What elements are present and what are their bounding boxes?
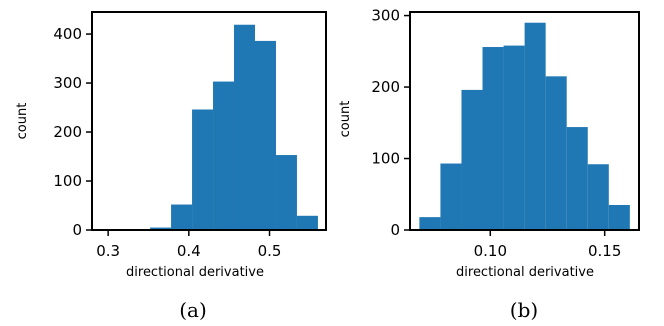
plot-frame-a	[91, 11, 327, 231]
histogram-bar-a-3	[171, 204, 193, 230]
x-tick-label-b: 0.15	[588, 242, 621, 260]
histogram-bar-b-7	[566, 127, 588, 230]
x-axis-label-b: directional derivative	[456, 265, 594, 280]
y-tick-label-b: 100	[371, 150, 400, 168]
x-tick-label-a: 0.4	[177, 242, 201, 260]
plot-frame-b	[409, 11, 640, 231]
y-tick-label-a: 300	[53, 74, 82, 92]
x-tick-label-a: 0.3	[96, 242, 120, 260]
histogram-bar-a-4	[192, 109, 214, 230]
histogram-panel-b: count 0 100 200 300 0.10 0.15 directional de…	[338, 7, 640, 322]
histogram-bar-b-8	[587, 164, 609, 230]
histogram-panel-a: count 0 100 200 300 400 0.3 0.4 0.5 directiona…	[15, 11, 327, 322]
bars-a	[108, 24, 318, 231]
histogram-bar-b-1	[440, 163, 462, 230]
histogram-bar-a-7	[254, 40, 276, 231]
histogram-bar-b-6	[545, 76, 567, 230]
x-tick-label-a: 0.5	[258, 242, 282, 260]
y-tick-label-a: 0	[72, 221, 82, 239]
caption-a: (a)	[179, 298, 207, 322]
y-axis-label-b: count	[338, 101, 353, 138]
x-axis-label-a: directional derivative	[126, 265, 264, 280]
y-tick-label-b: 200	[371, 78, 400, 96]
x-ticks-a: 0.3 0.4 0.5	[96, 230, 281, 260]
histogram-bar-b-5	[524, 22, 546, 230]
x-tick-label-b: 0.10	[474, 242, 507, 260]
histogram-bar-b-0	[419, 217, 441, 230]
histogram-bar-a-9	[296, 215, 318, 230]
y-tick-label-b: 0	[390, 221, 400, 239]
y-tick-label-a: 100	[53, 172, 82, 190]
y-tick-label-b: 300	[371, 7, 400, 25]
bars-b	[419, 22, 630, 230]
histogram-bar-a-6	[234, 24, 255, 231]
y-tick-label-a: 400	[53, 25, 82, 43]
histogram-bar-b-2	[461, 89, 483, 230]
histogram-bar-a-8	[275, 155, 297, 230]
x-ticks-b: 0.10 0.15	[474, 230, 621, 260]
histogram-bar-b-9	[608, 204, 630, 230]
histogram-bar-a-5	[213, 81, 235, 230]
y-tick-label-a: 200	[53, 123, 82, 141]
caption-b: (b)	[510, 298, 538, 322]
histogram-bar-a-2	[150, 227, 172, 230]
y-ticks-b: 0 100 200 300	[371, 7, 410, 239]
y-axis-label-a: count	[15, 103, 30, 140]
y-ticks-a: 0 100 200 300 400	[53, 25, 92, 239]
histogram-bar-b-4	[503, 45, 525, 230]
histogram-bar-b-3	[482, 47, 504, 230]
